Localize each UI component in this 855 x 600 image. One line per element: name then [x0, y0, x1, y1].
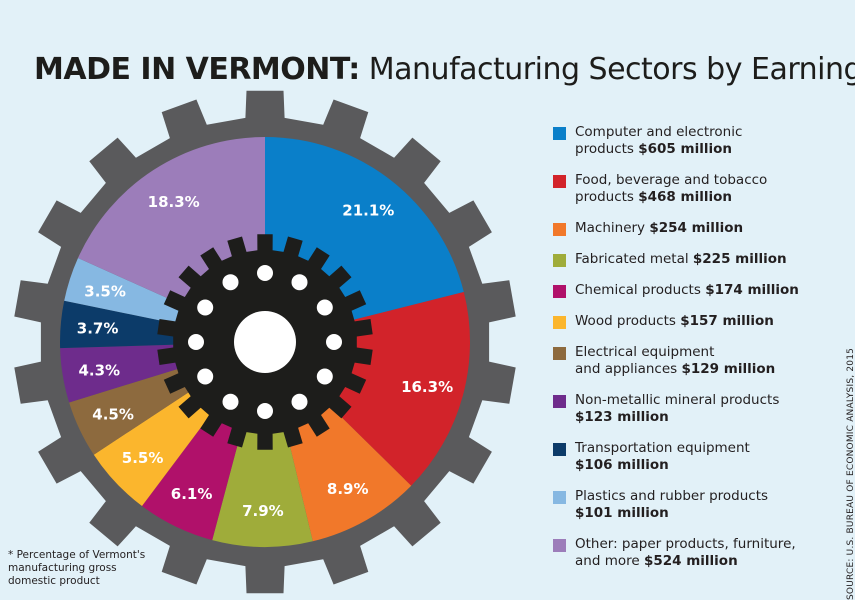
- legend-swatch: [553, 443, 566, 456]
- gear-bolt-hole: [316, 368, 333, 385]
- legend-amount: $157 million: [680, 313, 774, 329]
- legend-swatch: [553, 316, 566, 329]
- legend-label: Chemical products: [575, 282, 706, 298]
- legend-label: Other: paper products, furniture,: [575, 536, 796, 552]
- title-bold: MADE IN VERMONT:: [34, 52, 360, 87]
- legend-label: Electrical equipment: [575, 344, 715, 360]
- legend-swatch: [553, 285, 566, 298]
- chart-title: MADE IN VERMONT: Manufacturing Sectors b…: [34, 52, 855, 87]
- legend-amount: $524 million: [643, 553, 738, 569]
- gear-bolt-hole: [257, 403, 273, 419]
- legend-item: Machinery $254 million: [553, 220, 803, 237]
- legend-amount: $123 million: [575, 409, 669, 425]
- legend-item: Wood products $157 million: [553, 313, 803, 330]
- percent-label: 7.9%: [242, 502, 284, 520]
- percent-label: 4.5%: [92, 406, 134, 424]
- legend-swatch: [553, 127, 566, 140]
- legend: Computer and electronic products $605 mil…: [553, 124, 803, 584]
- gear-bolt-hole: [222, 393, 239, 410]
- legend-label: Food, beverage and tobacco: [575, 172, 768, 188]
- legend-label: Non-metallic mineral products: [575, 392, 780, 408]
- legend-swatch: [553, 395, 566, 408]
- percent-label: 8.9%: [327, 480, 369, 498]
- gear-bolt-hole: [197, 299, 214, 316]
- percent-label: 3.5%: [84, 282, 126, 300]
- gear-bolt-hole: [197, 368, 214, 385]
- pie-chart: 21.1% 16.3% 8.9% 7.9% 6.1% 5.5% 4.5% 4.3% 3.7% 3.…: [14, 90, 516, 594]
- legend-label: Fabricated metal: [575, 251, 693, 267]
- legend-label: Computer and electronic: [575, 124, 743, 140]
- legend-amount: $605 million: [638, 141, 732, 157]
- gear-bolt-hole: [316, 299, 333, 316]
- legend-item: Chemical products $174 million: [553, 282, 803, 299]
- footnote: * Percentage of Vermont's manufacturing …: [8, 549, 146, 587]
- legend-item: Transportation equipment $106 million: [553, 440, 803, 474]
- legend-swatch: [553, 223, 566, 236]
- legend-amount: $225 million: [692, 251, 787, 267]
- legend-label: Transportation equipment: [575, 440, 750, 456]
- legend-item: Fabricated metal $225 million: [553, 251, 803, 268]
- legend-swatch: [553, 491, 566, 504]
- percent-label: 21.1%: [342, 202, 394, 220]
- gear-bolt-hole: [188, 334, 204, 350]
- legend-item: Non-metallic mineral products $123 millio…: [553, 392, 803, 426]
- legend-label: Plastics and rubber products: [575, 488, 769, 504]
- source-credit: SOURCE: U.S. BUREAU OF ECONOMIC ANALYSIS…: [846, 347, 855, 600]
- gear-bolt-hole: [291, 274, 308, 291]
- gear-hub-hole: [234, 311, 296, 373]
- gear-bolt-hole: [222, 274, 239, 291]
- percent-label: 6.1%: [171, 485, 213, 503]
- percent-label: 18.3%: [148, 193, 200, 211]
- legend-label: products: [575, 141, 639, 157]
- legend-amount: $106 million: [575, 457, 669, 473]
- legend-swatch: [553, 175, 566, 188]
- inner-gear-icon: [157, 234, 373, 450]
- legend-swatch: [553, 254, 566, 267]
- legend-amount: $129 million: [681, 361, 776, 377]
- gear-bolt-hole: [291, 393, 308, 410]
- legend-amount: $254 million: [649, 220, 744, 236]
- legend-label: Wood products: [575, 313, 681, 329]
- legend-item: Food, beverage and tobacco products $468 …: [553, 172, 803, 206]
- legend-label: and appliances: [575, 361, 682, 377]
- legend-label: products: [575, 189, 639, 205]
- percent-label: 3.7%: [77, 320, 119, 338]
- legend-swatch: [553, 539, 566, 552]
- gear-bolt-hole: [257, 265, 273, 281]
- legend-item: Computer and electronic products $605 mil…: [553, 124, 803, 158]
- percent-label: 16.3%: [401, 378, 453, 396]
- legend-amount: $101 million: [575, 505, 669, 521]
- percent-label: 5.5%: [122, 449, 164, 467]
- title-rest: Manufacturing Sectors by Earnings: [359, 52, 855, 87]
- legend-amount: $468 million: [638, 189, 732, 205]
- legend-amount: $174 million: [705, 282, 799, 298]
- gear-bolt-hole: [326, 334, 342, 350]
- legend-item: Plastics and rubber products $101 million: [553, 488, 803, 522]
- percent-label: 4.3%: [78, 362, 120, 380]
- legend-label: and more: [575, 553, 644, 569]
- legend-item: Other: paper products, furniture, and mor…: [553, 536, 803, 570]
- legend-item: Electrical equipment and appliances $129 …: [553, 344, 803, 378]
- percent-labels: 21.1% 16.3% 8.9% 7.9% 6.1% 5.5% 4.5% 4.3% 3.7% 3.…: [77, 193, 453, 520]
- legend-swatch: [553, 347, 566, 360]
- legend-label: Machinery: [575, 220, 650, 236]
